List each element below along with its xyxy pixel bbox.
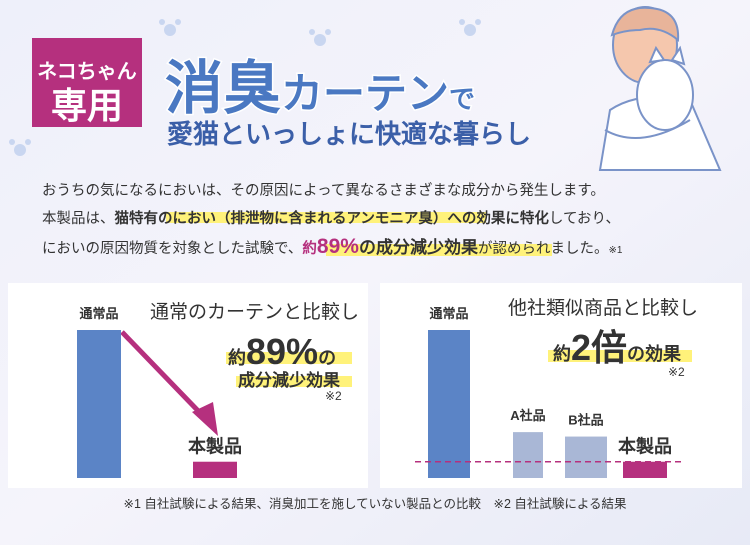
callout-value: 89% [246, 331, 318, 372]
bar [565, 436, 607, 478]
bar [513, 432, 543, 478]
highlight [166, 212, 486, 223]
bar [428, 330, 470, 478]
highlight [236, 376, 352, 387]
category-label: B社品 [568, 413, 603, 428]
body-line: 本製品は、猫特有のにおい（排泄物に含まれるアンモニア臭）への効果に特化しており、 [42, 209, 620, 227]
illustration [598, 6, 722, 171]
badge [32, 38, 142, 127]
callout: 約2倍の効果 [553, 327, 682, 368]
body-note: ※1 [608, 245, 622, 256]
chart-title: 他社類似商品と比較し [508, 297, 698, 319]
title-tail: で [449, 84, 475, 114]
subtitle: 愛猫といっしょに快適な暮らし [167, 119, 531, 149]
footnote: ※1 自社試験による結果、消臭加工を施していない製品との比較 ※2 自社試験によ… [123, 496, 627, 511]
arrow-head [192, 402, 218, 436]
badge-line: ネコちゃん [37, 60, 137, 83]
body-emphasis: 89% [317, 235, 359, 258]
category-label: 本製品 [618, 436, 672, 457]
highlight [548, 350, 692, 362]
callout-text: の効果 [627, 343, 682, 364]
body-line: おうちの気になるにおいは、その原因によって異なるさまざまな成分から発生します。 [42, 181, 605, 199]
title-sub: カーテン [281, 70, 449, 117]
body-text: しており、 [549, 210, 620, 227]
callout-value: 2倍 [571, 327, 627, 368]
highlight [226, 352, 352, 364]
body-text: においの原因物質を対象とした試験で、 [42, 239, 302, 257]
bar [193, 461, 237, 478]
title-main: 消臭 [165, 56, 281, 121]
body-line: においの原因物質を対象とした試験で、約89%の成分減少効果が認められました。※1 [42, 235, 623, 258]
body-emphasis: 約 [302, 239, 317, 257]
category-label: 通常品 [429, 306, 468, 321]
note: ※2 [325, 389, 342, 403]
body-emphasis: の成分減少効果 [359, 237, 478, 257]
chart-title: 通常のカーテンと比較し [150, 301, 359, 323]
callout-text: 成分減少効果 [238, 370, 340, 390]
body-text: 本製品は、 [42, 210, 115, 227]
paw-decor [9, 19, 481, 156]
category-label: 通常品 [79, 306, 118, 321]
category-label: 本製品 [188, 436, 242, 457]
badge-line: 専用 [51, 85, 123, 126]
arrow [120, 330, 207, 420]
callout-text: 約 [553, 343, 571, 364]
title: 消臭カーテンで [165, 56, 475, 121]
note: ※2 [668, 365, 685, 379]
bar [77, 330, 121, 478]
body-text: が認められました。 [478, 240, 609, 257]
body-emphasis: 猫特有のにおい（排泄物に含まれるアンモニア臭）への効果に特化 [115, 209, 550, 227]
category-label: A社品 [510, 408, 545, 423]
callout-text: の [318, 348, 336, 368]
bar [623, 461, 667, 478]
highlight [326, 244, 552, 256]
callout: 約89%の [228, 331, 336, 372]
callout-text: 約 [228, 347, 246, 368]
